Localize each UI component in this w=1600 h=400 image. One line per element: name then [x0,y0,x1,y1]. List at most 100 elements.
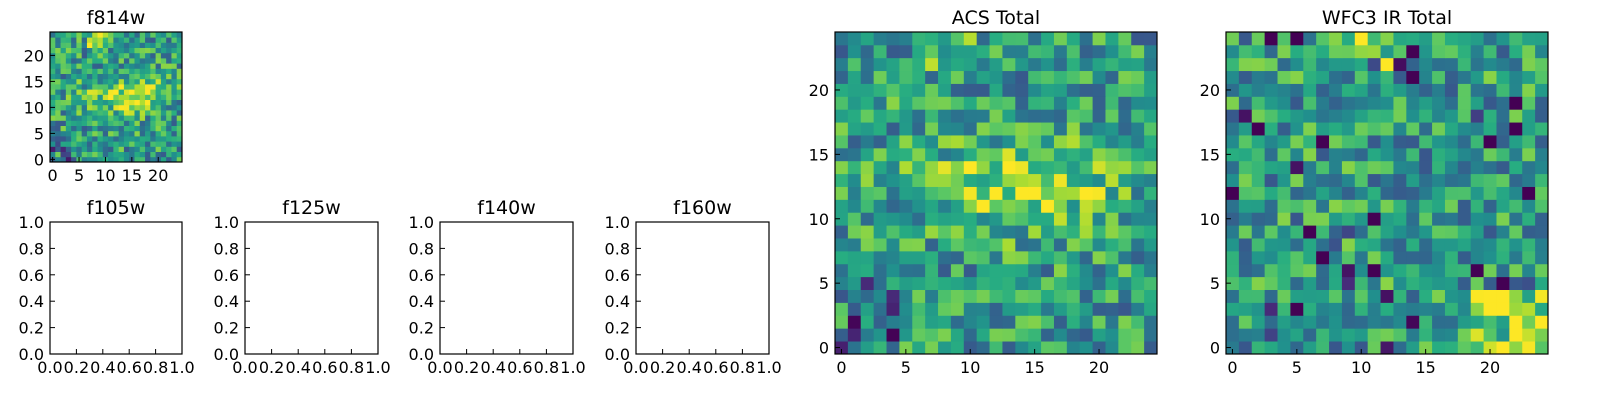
x-tick-label: 0.6 [116,358,141,377]
heatmap-cell [1303,32,1317,46]
heatmap-cell [899,276,913,290]
heatmap-cell [65,110,72,116]
heatmap-cell [113,58,120,64]
heatmap-cell [1341,250,1356,265]
heatmap-cell [1354,276,1369,290]
heatmap-cell [1316,70,1330,84]
heatmap-cell [1290,109,1304,123]
panel-f160w: f160w0.00.00.20.20.40.40.60.60.80.81.01.… [605,197,782,377]
heatmap-cell [1290,186,1304,200]
heatmap-cell [1432,147,1446,162]
heatmap-cell [160,104,167,111]
heatmap-cell [176,68,183,74]
heatmap-cell [129,73,135,80]
y-tick-label: 1.0 [214,213,239,232]
heatmap-cell [1041,70,1055,84]
heatmap-cell [873,302,887,316]
heatmap-cell [1015,173,1029,187]
heatmap-cell [50,32,56,38]
heatmap-cell [1470,57,1484,72]
heatmap-cell [60,94,67,100]
heatmap-cell [155,136,162,142]
heatmap-cell [155,73,162,80]
heatmap-cell [1535,122,1549,136]
heatmap-cell [86,110,93,116]
x-tick-label: 0.4 [480,358,505,377]
heatmap-cell [1105,341,1119,355]
heatmap-cell [65,32,72,38]
heatmap-cell [160,110,167,116]
x-tick-label: 1.0 [560,358,585,377]
heatmap-cell [860,212,875,226]
heatmap-cell [1535,83,1549,97]
heatmap-cell [1522,250,1536,265]
heatmap-cell [1341,173,1356,187]
heatmap-cell [950,302,965,316]
heatmap-cell [1522,341,1536,355]
heatmap-cell [925,238,939,252]
heatmap-cell [1002,186,1016,200]
heatmap-cell [71,58,77,64]
heatmap-cell [1002,263,1016,278]
heatmap-cell [835,122,849,136]
heatmap-cell [1277,199,1291,213]
heatmap-cell [1535,199,1549,213]
heatmap-cell [976,328,990,342]
heatmap-cell [171,120,178,126]
heatmap-cell [938,70,952,84]
heatmap-cell [1226,328,1240,342]
heatmap-cell [1316,109,1330,123]
heatmap-cell [1432,44,1446,59]
heatmap-cell [1092,225,1106,239]
heatmap-cell [166,151,172,158]
heatmap-cell [1118,199,1132,213]
heatmap-cell [1354,225,1369,239]
heatmap-cell [1251,276,1266,290]
heatmap-cell [886,315,900,329]
heatmap-cells [50,32,183,163]
heatmap-cell [134,89,141,95]
heatmap-cell [86,156,93,163]
heatmap-cell [899,70,913,84]
heatmap-cell [1406,109,1420,123]
heatmap-cell [1131,32,1145,46]
heatmap-cell [155,146,162,152]
heatmap-cell [1251,160,1266,175]
heatmap-cell [835,173,849,187]
heatmap-cell [150,136,156,142]
heatmap-cell [171,130,178,137]
x-tick-label: 0 [1227,358,1237,377]
heatmap-cell [1393,263,1407,278]
heatmap-cell [925,289,939,303]
heatmap-cell [1406,276,1420,290]
heatmap-cell [102,151,109,158]
heatmap-cell [1277,212,1291,226]
heatmap-cell [1470,263,1484,278]
heatmap-cell [102,52,109,59]
heatmap-cell [1406,263,1420,278]
heatmap-cell [108,84,114,90]
heatmap-cell [989,238,1003,252]
heatmap-cell [1509,302,1523,316]
heatmap-cell [160,32,167,38]
heatmap-cell [86,68,93,74]
heatmap-cell [976,250,990,265]
x-tick-label: 10 [95,166,115,185]
heatmap-cell [118,37,125,43]
heatmap-cell [55,37,61,43]
heatmap-cell [145,125,151,132]
heatmap-cell [1432,83,1446,97]
heatmap-cell [1092,238,1106,252]
heatmap-cell [1238,44,1253,59]
heatmap-cell [1092,135,1106,149]
heatmap-cell [1303,83,1317,97]
heatmap-cell [86,115,93,121]
heatmap-cell [102,42,109,48]
heatmap-cell [139,146,146,152]
heatmap-cell [150,104,156,111]
heatmap-cell [86,58,93,64]
heatmap-cell [1444,289,1459,303]
heatmap-cell [1028,135,1042,149]
heatmap-cell [76,99,83,106]
heatmap-cell [1303,173,1317,187]
